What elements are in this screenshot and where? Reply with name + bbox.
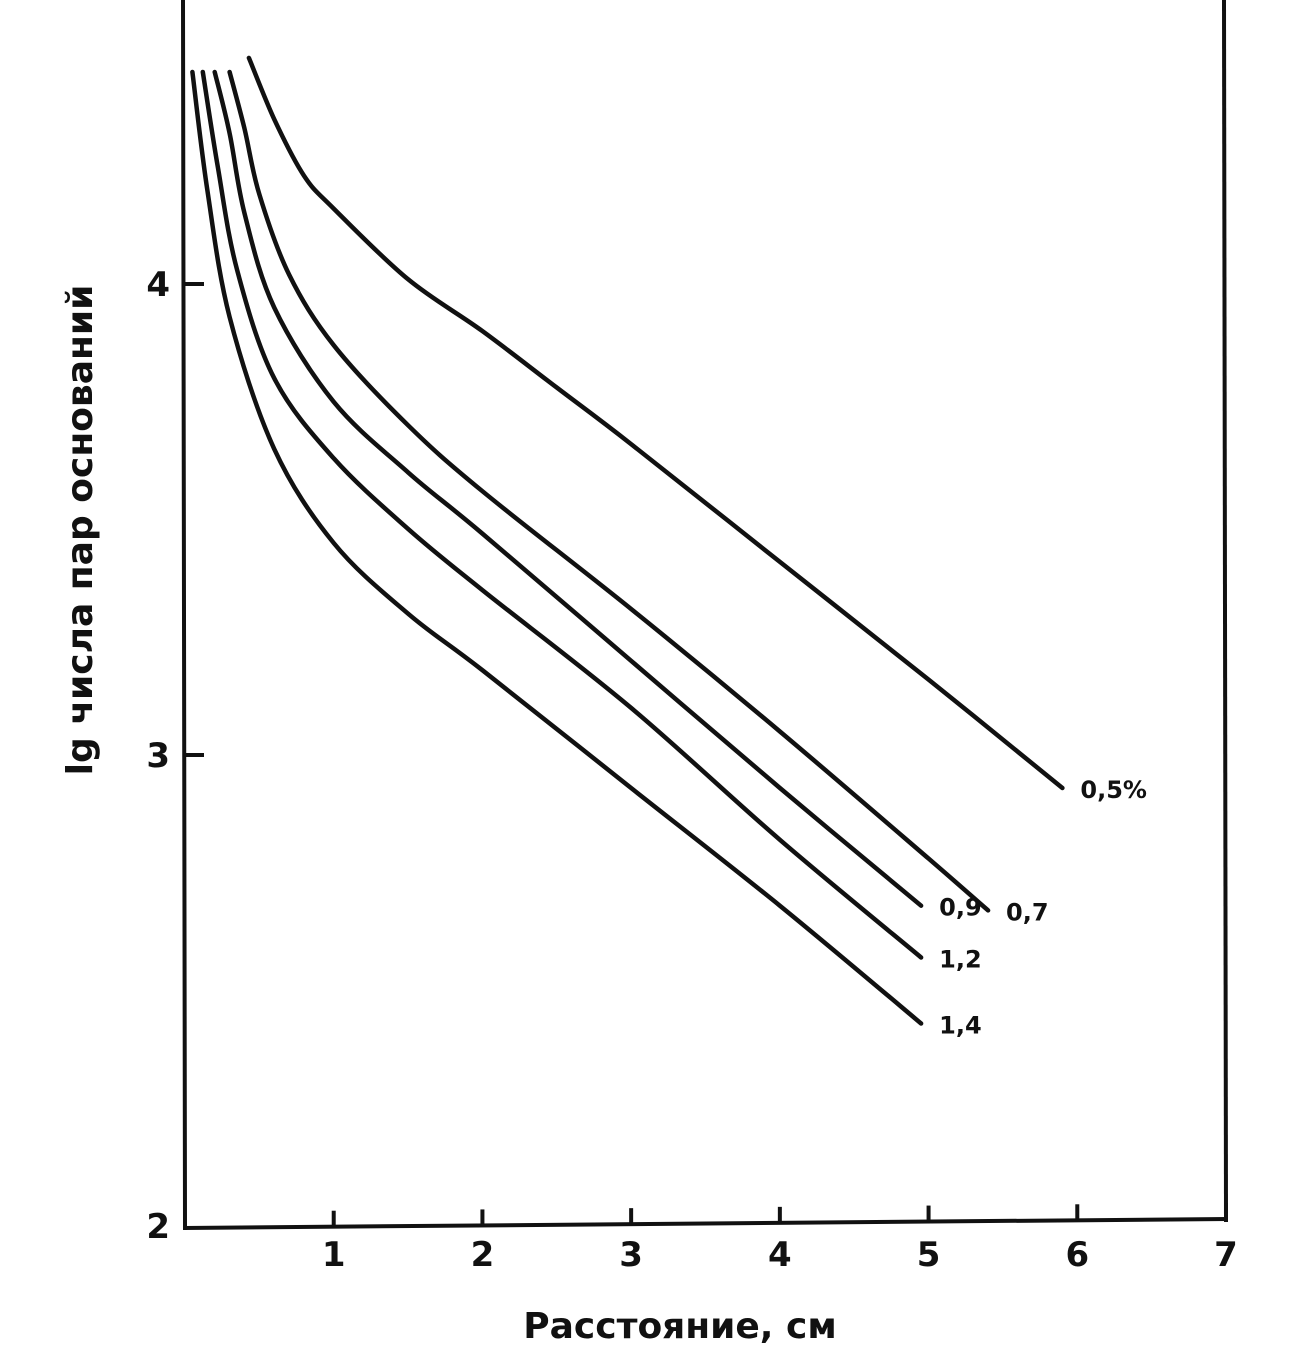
y-axis-label: lg числа пар оснований: [60, 285, 101, 776]
y-ticks: 2 3 4: [146, 265, 204, 1247]
y-tick-label-4: 4: [146, 265, 170, 305]
x-axis-label: Расстояние, см: [523, 1306, 837, 1347]
series-label-2: 0,9: [939, 894, 982, 922]
x-tick-label-1: 1: [322, 1235, 346, 1275]
series-label-1: 0,7: [1006, 898, 1049, 926]
series-line-4: [190, 69, 924, 1026]
y-tick-label-2: 2: [146, 1207, 170, 1247]
x-tick-label-4: 4: [768, 1235, 792, 1275]
x-tick-label-3: 3: [619, 1235, 643, 1275]
series-line-1: [227, 69, 991, 913]
series-line-2: [212, 69, 924, 908]
x-tick-label-7: 7: [1214, 1235, 1238, 1275]
x-tick-label-5: 5: [917, 1235, 941, 1275]
series-label-3: 1,2: [939, 946, 982, 974]
series-line-3: [200, 69, 924, 960]
x-tick-label-6: 6: [1065, 1235, 1089, 1275]
y-tick-label-3: 3: [146, 736, 170, 776]
left-axis: [180, 0, 188, 1231]
x-ticks: 1 2 3 4 5 6 7: [322, 1203, 1238, 1275]
right-frame: [1221, 0, 1229, 1223]
x-tick-label-2: 2: [471, 1235, 495, 1275]
series-line-0: [246, 55, 1065, 791]
series-label-4: 1,4: [939, 1011, 982, 1039]
series-label-0: 0,5%: [1080, 776, 1147, 804]
series-group: 0,5% 0,7 0,9 1,2 1,4: [190, 55, 1147, 1039]
bottom-axis: [182, 1216, 1229, 1231]
